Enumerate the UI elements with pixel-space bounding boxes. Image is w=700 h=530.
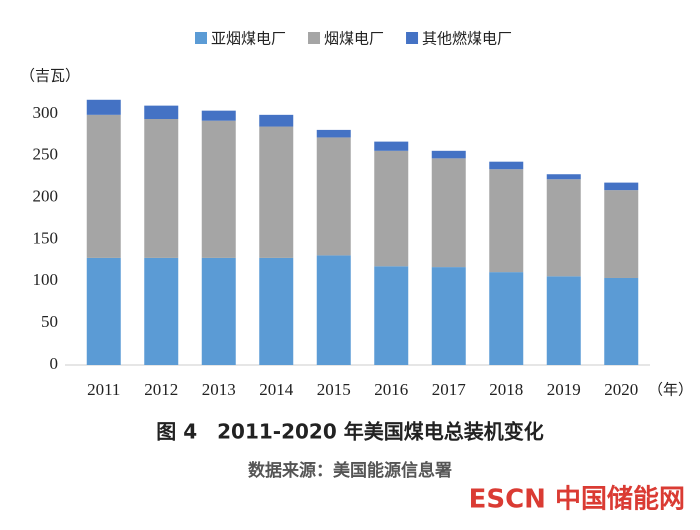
bar-segment	[201, 110, 236, 121]
x-tick-label: 2013	[202, 380, 236, 399]
x-tick-label: 2015	[317, 380, 351, 399]
x-tick-label: 2017	[432, 380, 467, 399]
bar-segment	[86, 114, 121, 258]
x-tick-label: 2014	[259, 380, 294, 399]
bar-segment	[259, 126, 294, 258]
bar-segment	[546, 179, 581, 277]
bar-segment	[604, 190, 639, 278]
bar-segment	[144, 105, 179, 120]
bar-segment	[316, 137, 351, 256]
bar-segment	[259, 257, 294, 365]
bar-segment	[374, 141, 409, 151]
bar-segment	[144, 257, 179, 365]
source: 数据来源：美国能源信息署	[248, 460, 452, 481]
bar-segment	[431, 158, 466, 268]
caption: 图 4 2011-2020 年美国煤电总装机变化	[156, 420, 543, 444]
x-tick-label: 2012	[144, 380, 178, 399]
legend-swatch	[308, 32, 321, 44]
legend-swatch	[406, 32, 419, 44]
bar-segment	[201, 257, 236, 365]
x-tick-label: 2018	[489, 380, 523, 399]
y-unit: （吉瓦）	[20, 67, 80, 85]
bar-segment	[489, 272, 524, 365]
bar-segment	[431, 150, 466, 159]
bar-segment	[546, 276, 581, 365]
bar-segment	[316, 255, 351, 365]
bar-segment	[259, 114, 294, 127]
legend-label: 烟煤电厂	[324, 30, 384, 48]
y-tick-label: 200	[33, 187, 59, 206]
legend-label: 其他燃煤电厂	[422, 30, 512, 48]
bar-segment	[86, 99, 121, 115]
bar-segment	[431, 267, 466, 365]
y-tick-label: 100	[33, 270, 59, 289]
bar-segment	[144, 119, 179, 258]
bar-segment	[86, 257, 121, 365]
bar-segment	[374, 150, 409, 267]
bar-segment	[316, 129, 351, 138]
legend-swatch	[195, 32, 207, 44]
bar-segment	[201, 120, 236, 258]
bar-segment	[489, 161, 524, 170]
x-tick-label: 2016	[374, 380, 408, 399]
watermark: ESCN 中国储能网	[469, 484, 685, 515]
bar-segment	[604, 277, 639, 365]
bar-segment	[374, 266, 409, 365]
bar-segment	[546, 174, 581, 180]
bar-segment	[604, 182, 639, 191]
y-tick-label: 150	[33, 228, 59, 247]
y-tick-label: 300	[33, 103, 59, 122]
x-tick-label: 2019	[547, 380, 581, 399]
bar-segment	[489, 169, 524, 273]
x-tick-label: 2011	[87, 380, 120, 399]
x-tick-label: 2020	[604, 380, 638, 399]
x-unit: （年）	[648, 381, 693, 399]
y-tick-label: 250	[33, 145, 59, 164]
y-tick-label: 50	[41, 312, 58, 331]
legend-label: 亚烟煤电厂	[211, 30, 286, 48]
y-tick-label: 0	[50, 354, 59, 373]
